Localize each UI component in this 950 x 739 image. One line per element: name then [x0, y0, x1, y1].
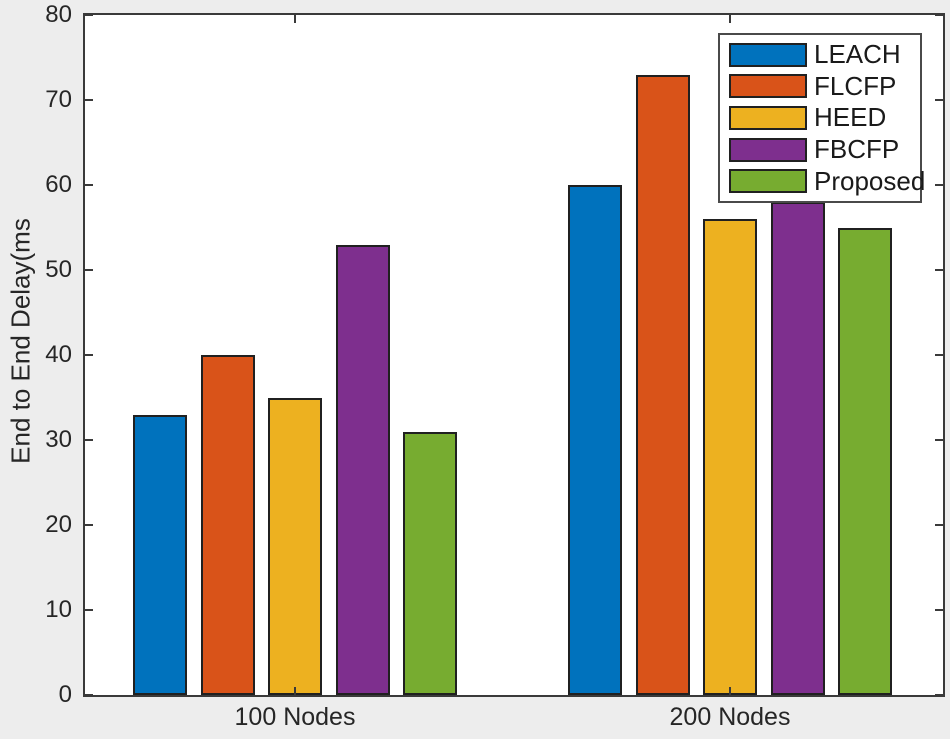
y-tick-mark-right: [935, 354, 943, 356]
bar-proposed-200-nodes: [838, 227, 892, 695]
y-tick-mark-left: [85, 269, 93, 271]
legend-label: Proposed: [814, 165, 926, 196]
y-tick-label: 60: [45, 171, 72, 198]
bar-leach-100-nodes: [133, 414, 187, 695]
x-tick-mark-top: [729, 15, 731, 23]
y-tick-mark-left: [85, 354, 93, 356]
legend-swatch-proposed: [729, 169, 807, 194]
y-tick-mark-right: [935, 524, 943, 526]
legend-swatch-flcfp: [729, 74, 807, 99]
bar-fbcfp-200-nodes: [770, 202, 825, 695]
legend-item: FLCFP: [729, 70, 920, 101]
legend-item: LEACH: [729, 39, 920, 70]
y-tick-label: 50: [45, 256, 72, 283]
y-tick-label: 0: [58, 681, 72, 708]
legend-swatch-fbcfp: [729, 137, 807, 162]
y-tick-mark-left: [85, 609, 93, 611]
x-tick-mark-bottom: [729, 687, 731, 695]
y-tick-label: 80: [45, 1, 72, 28]
y-tick-mark-left: [85, 694, 93, 696]
bar-proposed-100-nodes: [403, 431, 457, 695]
legend: LEACH FLCFP HEED FBCFP Proposed: [718, 33, 925, 203]
bar-flcfp-200-nodes: [635, 74, 690, 695]
y-tick-mark-right: [935, 439, 943, 441]
y-tick-mark-right: [935, 694, 943, 696]
y-tick-label: 30: [45, 426, 72, 453]
y-tick-label: 20: [45, 511, 72, 538]
bar-heed-100-nodes: [268, 397, 322, 695]
legend-label: FLCFP: [814, 70, 897, 101]
legend-swatch-heed: [729, 105, 807, 130]
bar-heed-200-nodes: [703, 219, 757, 695]
y-tick-mark-right: [935, 184, 943, 186]
y-tick-mark-left: [85, 14, 93, 16]
legend-label: HEED: [814, 102, 887, 133]
y-tick-label: 10: [45, 596, 72, 623]
legend-item: FBCFP: [729, 134, 920, 165]
legend-item: Proposed: [729, 166, 925, 196]
legend-label: FBCFP: [814, 134, 900, 165]
y-tick-label: 40: [45, 341, 72, 368]
y-tick-mark-left: [85, 524, 93, 526]
y-tick-mark-right: [935, 99, 943, 101]
x-tick-mark-top: [294, 15, 296, 23]
y-tick-mark-left: [85, 184, 93, 186]
legend-swatch-leach: [729, 42, 807, 67]
y-tick-mark-right: [935, 609, 943, 611]
legend-label: LEACH: [814, 39, 901, 70]
x-tick-mark-bottom: [294, 687, 296, 695]
bar-fbcfp-100-nodes: [335, 244, 390, 695]
bar-leach-200-nodes: [568, 185, 622, 695]
x-category-label: 100 Nodes: [234, 703, 356, 731]
y-tick-mark-left: [85, 439, 93, 441]
y-tick-label: 70: [45, 86, 72, 113]
legend-item: HEED: [729, 102, 920, 133]
x-category-label: 200 Nodes: [669, 703, 791, 731]
y-tick-mark-left: [85, 99, 93, 101]
y-tick-mark-right: [935, 269, 943, 271]
bar-flcfp-100-nodes: [200, 355, 255, 695]
y-tick-mark-right: [935, 14, 943, 16]
